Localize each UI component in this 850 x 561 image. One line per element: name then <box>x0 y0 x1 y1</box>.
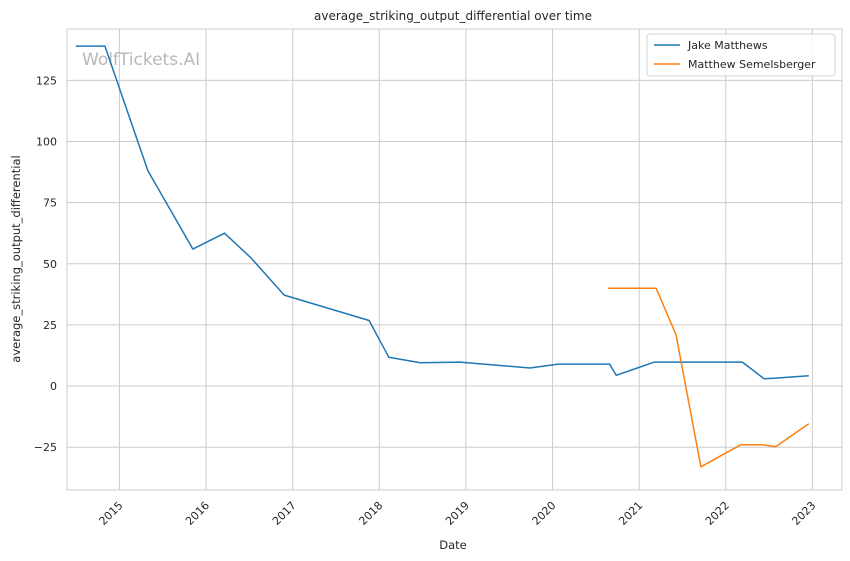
grid <box>67 29 842 490</box>
x-tick-label: 2016 <box>183 499 212 528</box>
legend-label: Matthew Semelsberger <box>688 58 816 71</box>
y-tick-label: 75 <box>43 197 57 210</box>
x-tick-label: 2021 <box>616 499 645 528</box>
x-tick-label: 2022 <box>703 499 732 528</box>
series-line <box>607 287 810 468</box>
y-axis-label: average_striking_output_differential <box>9 155 23 362</box>
series-line <box>75 45 809 380</box>
x-tick-labels: 2015 2016 2017 2018 2019 2020 2021 2022 2023 <box>97 499 819 528</box>
legend-label: Jake Matthews <box>687 39 768 52</box>
plot-area <box>66 28 843 491</box>
x-tick-label: 2018 <box>356 499 385 528</box>
y-tick-label: 100 <box>36 135 57 148</box>
legend-box <box>646 33 836 77</box>
watermark: WolfTickets.AI <box>82 50 200 70</box>
y-tick-label: 125 <box>36 74 57 87</box>
x-tick-label: 2017 <box>270 499 299 528</box>
legend-items: Jake Matthews Matthew Semelsberger <box>654 39 816 71</box>
legend: Jake Matthews Matthew Semelsberger <box>646 33 836 77</box>
series-lines <box>75 45 810 468</box>
y-tick-label: 50 <box>43 258 57 271</box>
y-tick-label: 0 <box>50 380 57 393</box>
x-tick-label: 2023 <box>789 499 818 528</box>
y-tick-labels: −25 0 25 50 75 100 125 <box>34 74 57 454</box>
x-tick-label: 2015 <box>97 499 126 528</box>
x-tick-label: 2020 <box>530 499 559 528</box>
y-tick-label: −25 <box>34 441 57 454</box>
x-tick-label: 2019 <box>443 499 472 528</box>
chart-title: average_striking_output_differential ove… <box>314 9 592 23</box>
x-axis-label: Date <box>439 538 467 552</box>
y-tick-label: 25 <box>43 319 57 332</box>
